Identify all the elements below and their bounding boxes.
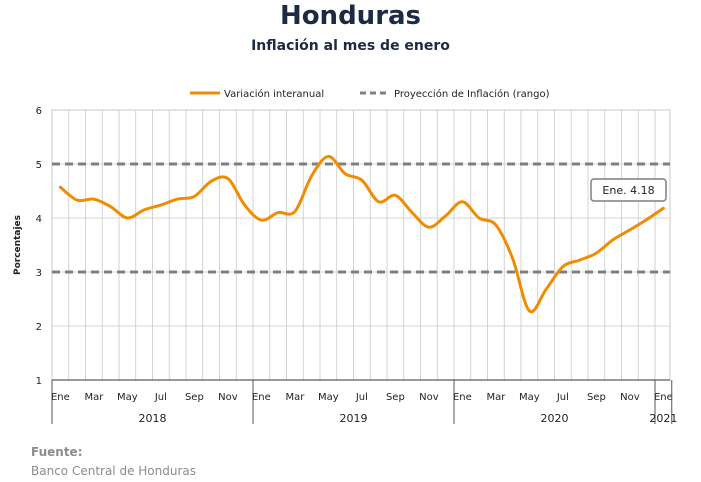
x-tick-label: Mar [486, 392, 506, 403]
x-tick-label: Sep [587, 392, 606, 403]
y-tick-label: 2 [36, 322, 42, 333]
x-tick-label: Nov [218, 392, 238, 403]
x-tick-label: Nov [620, 392, 640, 403]
x-tick-label: May [318, 392, 339, 403]
x-tick-label: Jul [154, 392, 167, 403]
x-tick-label: Sep [185, 392, 204, 403]
chart-grid [51, 109, 671, 381]
x-tick-label: Ene [51, 392, 70, 403]
annotation-text: Ene. 4.18 [602, 184, 654, 197]
y-tick-label: 1 [36, 376, 42, 387]
x-tick-label: May [117, 392, 138, 403]
year-label: 2021 [649, 412, 677, 425]
x-tick-label: Ene [453, 392, 472, 403]
x-tick-label: Jul [556, 392, 569, 403]
legend-label-interannual: Variación interanual [224, 88, 324, 100]
x-tick-label: Mar [84, 392, 104, 403]
x-tick-label: Ene [654, 392, 673, 403]
legend-label-projection: Proyección de Inflación (rango) [394, 88, 550, 100]
chart-legend: Variación interanual Proyección de Infla… [190, 88, 550, 100]
chart-annotation: Ene. 4.18 [590, 178, 667, 202]
year-label: 2020 [541, 412, 569, 425]
source-label: Fuente: [31, 445, 83, 459]
y-axis-label: Porcentajes [13, 215, 23, 275]
x-tick-label: Sep [386, 392, 405, 403]
x-tick-label: Mar [285, 392, 305, 403]
y-tick-label: 6 [36, 106, 42, 117]
projection-range-lines [52, 162, 670, 274]
x-tick-label: Nov [419, 392, 439, 403]
x-tick-label: Ene [252, 392, 271, 403]
year-label: 2018 [139, 412, 167, 425]
x-tick-label: May [519, 392, 540, 403]
series-line-interannual [58, 154, 665, 314]
y-tick-label: 5 [36, 160, 42, 171]
y-tick-label: 4 [36, 214, 42, 225]
y-tick-label: 3 [36, 268, 42, 279]
plot-area [51, 109, 671, 381]
chart-title: Honduras [279, 1, 422, 31]
year-label: 2019 [340, 412, 368, 425]
chart-axes: 1 2 3 4 5 6 Ene Mar May Jul Sep Nov Ene Mar May Jul Sep N… [36, 106, 678, 425]
source-text: Banco Central de Honduras [31, 464, 196, 478]
chart-subtitle: Inflación al mes de enero [251, 38, 450, 54]
x-tick-label: Jul [355, 392, 368, 403]
annotation-box [590, 178, 667, 202]
